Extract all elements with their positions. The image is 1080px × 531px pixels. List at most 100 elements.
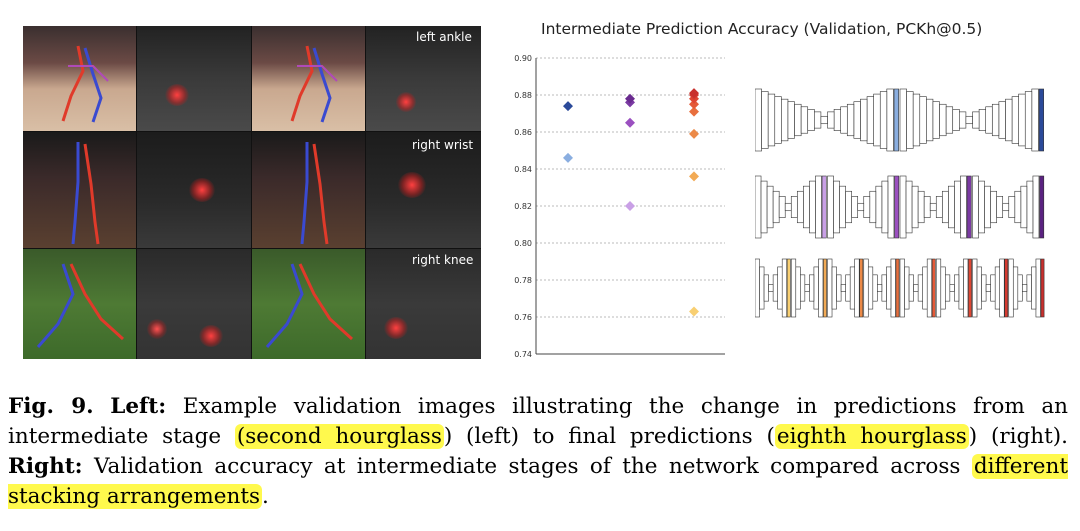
- hourglass-block: [972, 258, 978, 318]
- hourglass-arrangements-diagram: [755, 88, 1045, 318]
- hourglass-block: [952, 109, 960, 131]
- image-row3-col4: right knee: [366, 249, 481, 359]
- stack-output-marker: [821, 175, 827, 239]
- hourglass-block: [766, 185, 774, 229]
- heatmap-blob: [396, 92, 416, 112]
- hourglass-block: [1014, 190, 1022, 224]
- hourglass-block: [767, 93, 776, 147]
- image-row1-col4: left ankle: [366, 26, 481, 131]
- hourglass-block: [999, 258, 1005, 318]
- hourglass-block: [990, 190, 997, 224]
- hourglass-block: [959, 111, 967, 129]
- hourglass-block: [814, 111, 822, 129]
- hourglass-block: [935, 196, 943, 218]
- hourglass-block: [807, 109, 815, 131]
- row-label-right-wrist: right wrist: [412, 138, 474, 152]
- hourglass-block: [954, 180, 961, 234]
- stack-output-marker: [1039, 175, 1045, 239]
- hourglass-block: [935, 258, 942, 318]
- stack-output-marker: [893, 88, 899, 152]
- hourglass-block: [755, 88, 762, 152]
- hourglass-block: [923, 196, 931, 218]
- pose-overlay: [265, 263, 354, 348]
- hourglass-block: [839, 185, 846, 229]
- image-row2-col3: [252, 132, 365, 248]
- y-tick-label: 0.88: [514, 91, 532, 100]
- hourglass-block: [849, 266, 855, 310]
- hourglass-bottleneck: [768, 284, 774, 292]
- hourglass-block: [774, 96, 782, 144]
- caption-text-3: ) (right).: [968, 424, 1068, 449]
- hourglass-block: [939, 103, 947, 137]
- hourglass-block: [763, 274, 769, 302]
- stack-output-marker: [894, 175, 900, 239]
- stack-output-marker: [823, 258, 827, 318]
- hourglass-block: [827, 175, 834, 239]
- image-row3-col2: [137, 249, 251, 359]
- hourglass-block: [911, 185, 919, 229]
- hourglass-block: [917, 190, 925, 224]
- hourglass-block: [945, 106, 954, 134]
- hourglass-bottleneck: [965, 115, 973, 125]
- data-point-diamond: [689, 88, 699, 99]
- caption-text-4: Validation accuracy at intermediate stag…: [82, 454, 972, 479]
- hourglass-bottleneck: [820, 115, 828, 125]
- data-point-diamond: [689, 99, 699, 110]
- hourglass-block: [869, 190, 877, 224]
- hourglass-block: [984, 185, 991, 229]
- hourglass-block: [941, 190, 949, 224]
- hourglass-block: [1012, 266, 1019, 310]
- hourglass-block: [831, 266, 837, 310]
- hourglass-block: [1032, 175, 1040, 239]
- caption-text-2: ) (left) to final predictions (: [443, 424, 775, 449]
- hourglass-block: [1031, 88, 1039, 152]
- hourglass-block: [976, 266, 982, 310]
- hourglass-block: [790, 258, 797, 318]
- pose-overlay: [71, 142, 100, 245]
- hourglass-block: [899, 88, 907, 152]
- hourglass-block: [963, 258, 969, 318]
- chart-y-tick-labels: 0.74 0.76 0.78 0.80 0.82 0.84 0.86 0.88 0.90: [514, 54, 532, 359]
- hourglass-block: [905, 180, 913, 234]
- data-point-diamond: [563, 152, 573, 163]
- hourglass-block: [836, 274, 842, 302]
- data-point-diamond: [689, 128, 699, 139]
- hourglass-block: [800, 274, 806, 302]
- hourglass-block: [932, 101, 940, 139]
- stack-output-marker: [895, 258, 900, 318]
- hourglass-block: [972, 111, 980, 129]
- accuracy-chart: 0.74 0.76 0.78 0.80 0.82 0.84 0.86 0.88 0.90: [514, 54, 725, 359]
- hourglass-block: [1035, 258, 1041, 318]
- hourglass-block: [833, 109, 841, 131]
- hourglass-bottleneck: [784, 202, 792, 212]
- hourglass-block: [899, 258, 905, 318]
- y-tick-label: 0.80: [514, 239, 532, 248]
- hourglass-bottleneck: [1022, 284, 1028, 292]
- hourglass-block: [872, 274, 878, 302]
- hourglass-block: [1008, 196, 1016, 218]
- hourglass-block: [781, 258, 788, 318]
- hourglass-block: [772, 190, 780, 224]
- hourglass-block: [960, 175, 967, 239]
- heatmap-blob: [199, 325, 223, 347]
- stack-output-marker: [931, 258, 936, 318]
- stack-output-marker: [1038, 88, 1044, 152]
- data-point-diamond: [689, 306, 699, 317]
- hourglass-block: [787, 101, 795, 139]
- image-row2-col1: [23, 132, 136, 248]
- caption-fig-label: Fig. 9.: [8, 394, 94, 419]
- heatmap-blob: [147, 319, 167, 339]
- data-point-diamond: [689, 171, 699, 182]
- hourglass-block: [1008, 258, 1014, 318]
- hourglass-block: [972, 175, 979, 239]
- hourglass-block: [996, 196, 1004, 218]
- hourglass-block: [890, 258, 896, 318]
- hourglass-block: [863, 196, 871, 218]
- chart-points: [563, 88, 699, 317]
- hourglass-block: [1031, 266, 1037, 310]
- hourglass-block: [760, 180, 768, 234]
- hourglass-bottleneck: [913, 284, 919, 292]
- hourglass-block: [990, 274, 996, 302]
- image-row1-col2: [137, 26, 251, 131]
- image-row2-col4: right wrist: [366, 132, 481, 248]
